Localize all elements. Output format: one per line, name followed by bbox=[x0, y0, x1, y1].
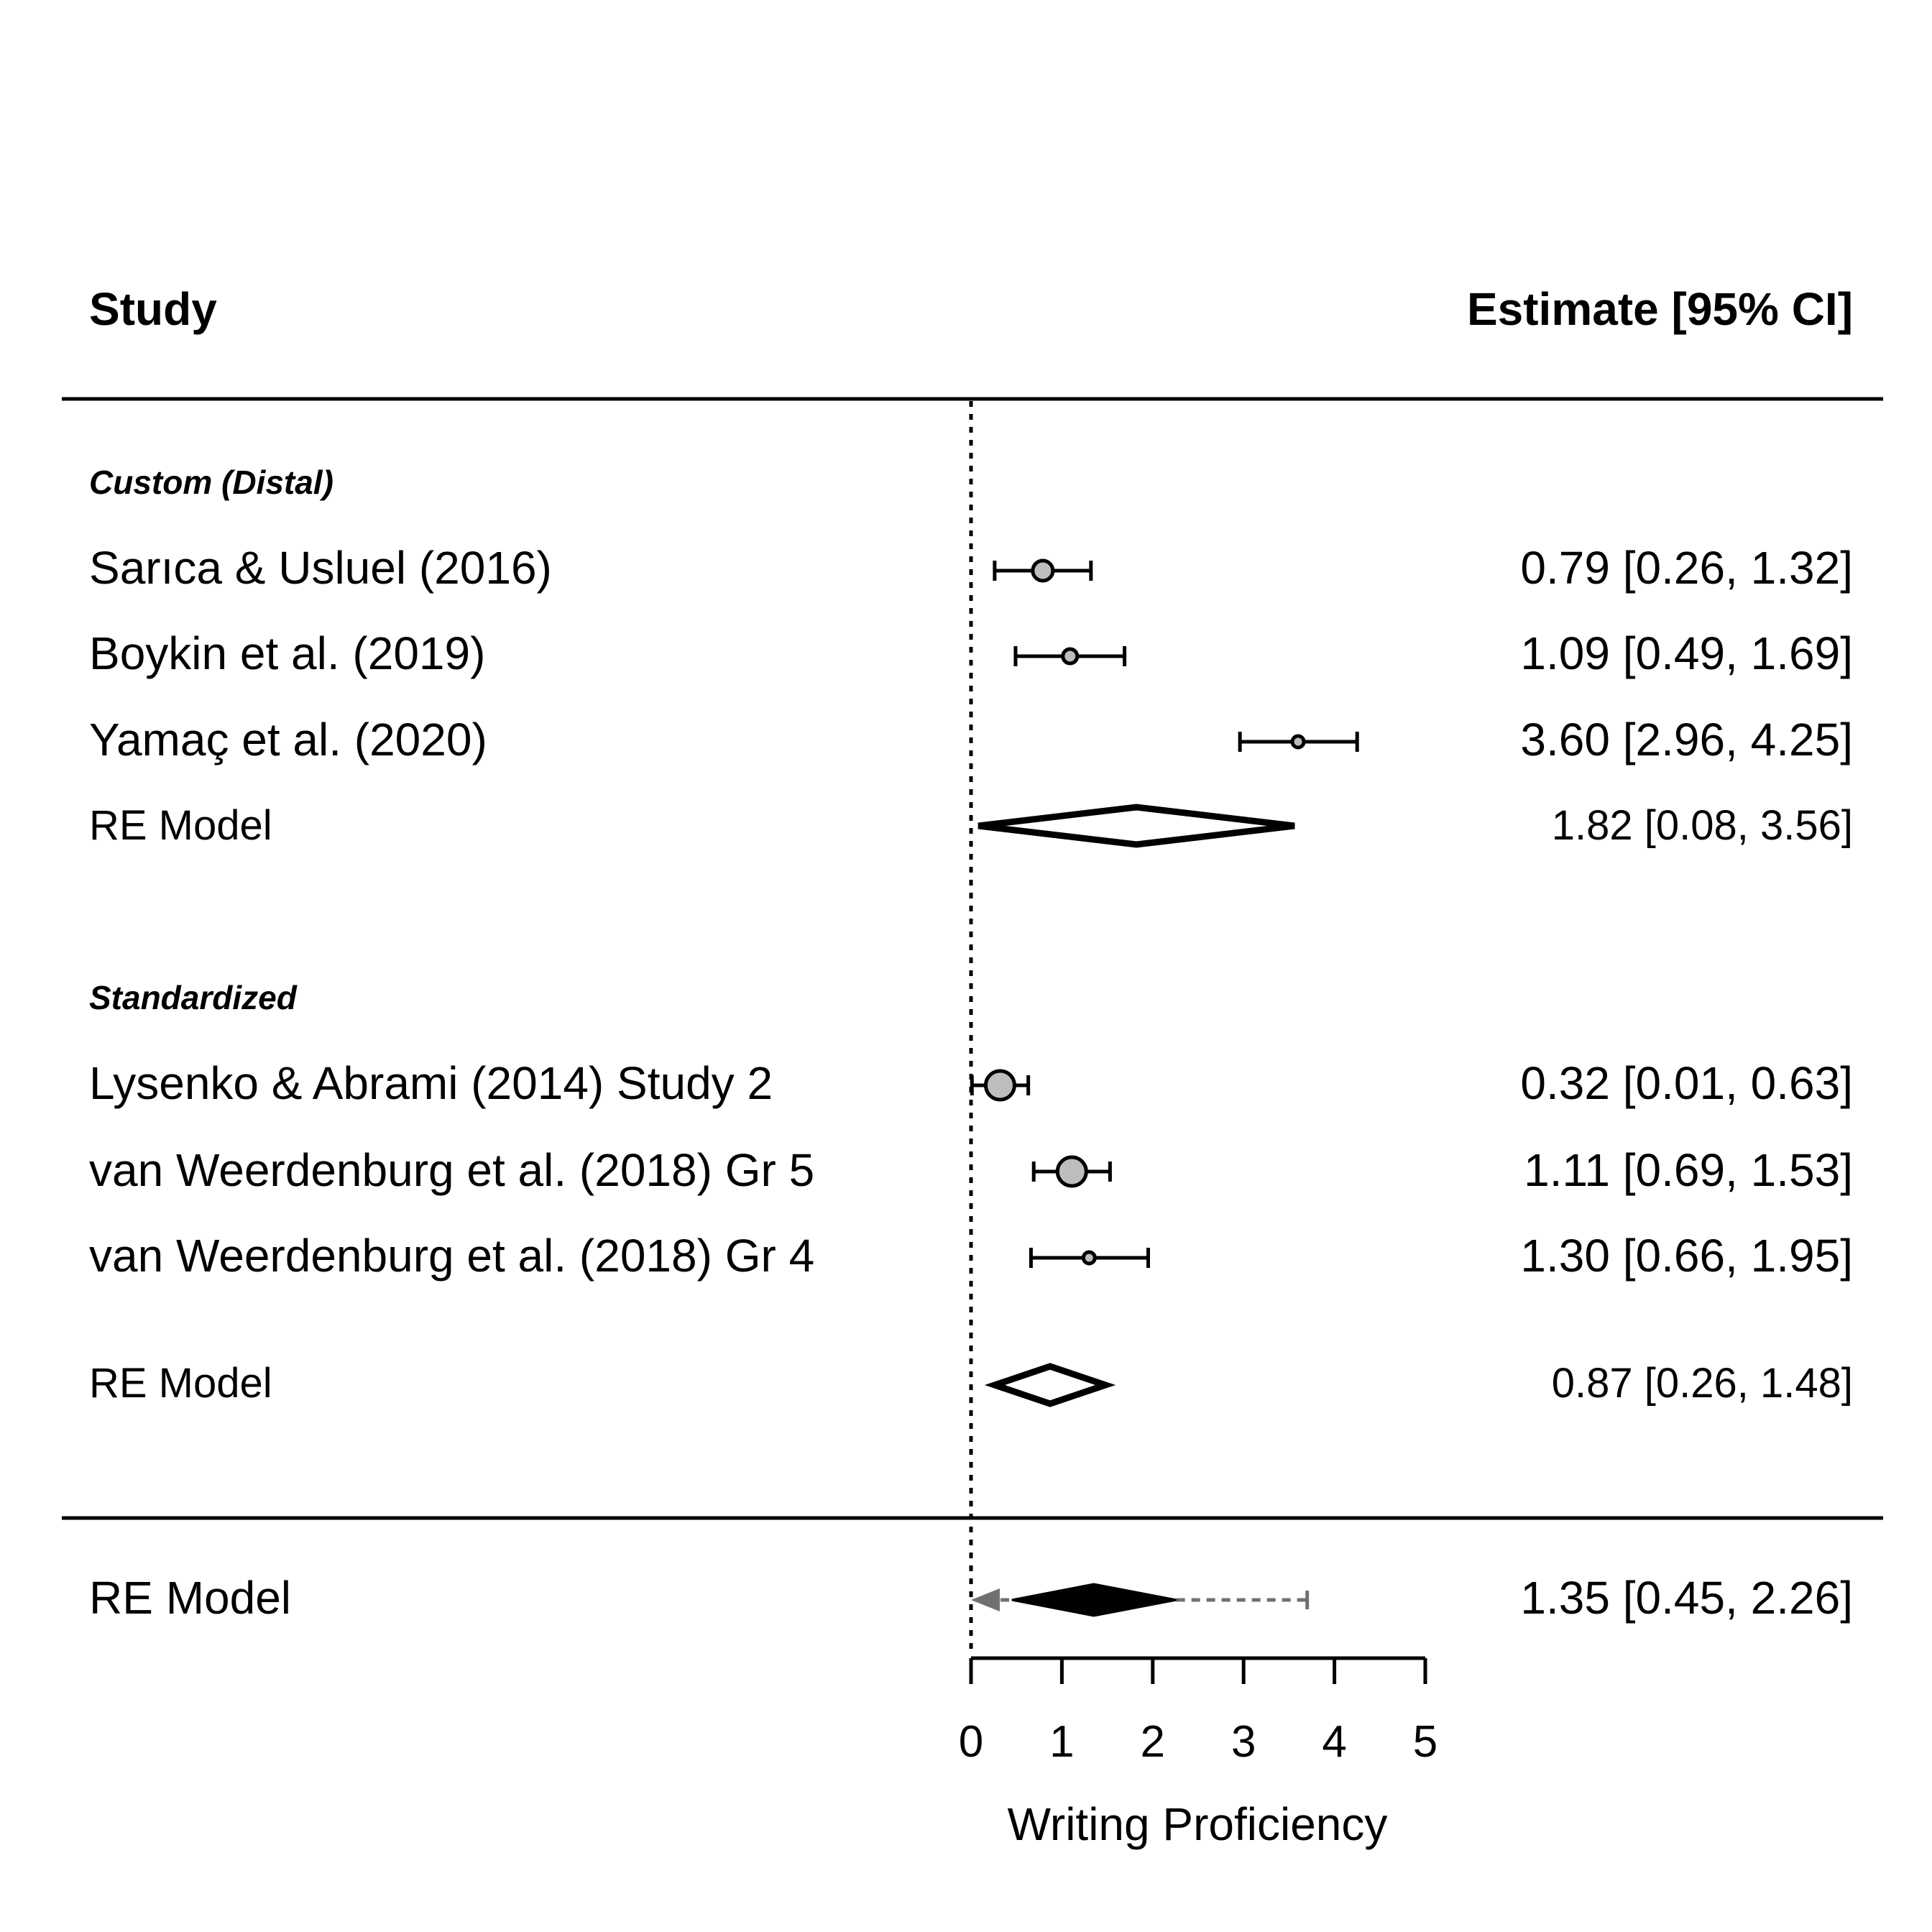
row-re-model-overall: RE Model 1.35 [0.45, 2.26] bbox=[89, 1572, 1853, 1624]
point-estimate bbox=[1081, 1250, 1097, 1266]
model-label: RE Model bbox=[89, 1360, 272, 1407]
study-label: Boykin et al. (2019) bbox=[89, 627, 485, 679]
prediction-interval-arrow bbox=[971, 1588, 1000, 1611]
group-label-custom-distal: Custom (Distal) bbox=[89, 464, 334, 501]
estimate-text: 1.09 [0.49, 1.69] bbox=[1520, 627, 1853, 679]
row-sarica-usluel-2016: Sarıca & Usluel (2016) 0.79 [0.26, 1.32] bbox=[89, 542, 1853, 594]
row-boykin-2019: Boykin et al. (2019) 1.09 [0.49, 1.69] bbox=[89, 627, 1853, 679]
overall-summary-diamond bbox=[1011, 1583, 1177, 1617]
estimate-text: 0.32 [0.01, 0.63] bbox=[1520, 1057, 1853, 1109]
point-estimate bbox=[1031, 558, 1055, 583]
x-tick-label: 2 bbox=[1141, 1717, 1165, 1767]
estimate-text: 1.35 [0.45, 2.26] bbox=[1520, 1572, 1853, 1624]
row-van-weerdenburg-gr5: van Weerdenburg et al. (2018) Gr 5 1.11 … bbox=[89, 1144, 1853, 1196]
estimate-text: 0.79 [0.26, 1.32] bbox=[1520, 542, 1853, 594]
estimate-text: 1.11 [0.69, 1.53] bbox=[1524, 1144, 1853, 1196]
study-label: Lysenko & Abrami (2014) Study 2 bbox=[89, 1057, 773, 1109]
estimate-text: 1.82 [0.08, 3.56] bbox=[1552, 802, 1853, 849]
x-axis-title: Writing Proficiency bbox=[1008, 1798, 1388, 1850]
row-re-model-standardized: RE Model 0.87 [0.26, 1.48] bbox=[89, 1360, 1853, 1407]
point-estimate bbox=[1061, 647, 1080, 666]
row-van-weerdenburg-gr4: van Weerdenburg et al. (2018) Gr 4 1.30 … bbox=[89, 1230, 1853, 1282]
estimate-text: 0.87 [0.26, 1.48] bbox=[1552, 1360, 1853, 1407]
row-yamac-2020: Yamaç et al. (2020) 3.60 [2.96, 4.25] bbox=[89, 714, 1853, 765]
group-label-standardized: Standardized bbox=[89, 979, 298, 1016]
x-tick-label: 3 bbox=[1231, 1717, 1256, 1767]
x-tick-label: 5 bbox=[1413, 1717, 1438, 1767]
plot-marks bbox=[970, 558, 1359, 1617]
estimate-text: 3.60 [2.96, 4.25] bbox=[1520, 714, 1853, 765]
point-estimate bbox=[1055, 1155, 1088, 1188]
study-label: van Weerdenburg et al. (2018) Gr 4 bbox=[89, 1230, 814, 1282]
subgroup-summary-diamond bbox=[978, 804, 1295, 848]
row-re-model-custom: RE Model 1.82 [0.08, 3.56] bbox=[89, 802, 1853, 849]
study-label: van Weerdenburg et al. (2018) Gr 5 bbox=[89, 1144, 814, 1196]
estimate-text: 1.30 [0.66, 1.95] bbox=[1520, 1230, 1853, 1282]
x-tick-label: 4 bbox=[1322, 1717, 1346, 1767]
study-column-header: Study bbox=[89, 283, 217, 335]
model-label: RE Model bbox=[89, 1572, 291, 1624]
study-label: Sarıca & Usluel (2016) bbox=[89, 542, 552, 594]
estimate-column-header: Estimate [95% CI] bbox=[1467, 283, 1853, 335]
x-tick-label: 1 bbox=[1049, 1717, 1074, 1767]
point-estimate bbox=[983, 1069, 1016, 1102]
subgroup-summary-diamond bbox=[984, 1363, 1116, 1407]
model-label: RE Model bbox=[89, 802, 272, 849]
x-axis: 0 1 2 3 4 5 bbox=[959, 1656, 1438, 1767]
row-lysenko-abrami-2014: Lysenko & Abrami (2014) Study 2 0.32 [0.… bbox=[89, 1057, 1853, 1109]
x-tick-label: 0 bbox=[959, 1717, 983, 1767]
study-label: Yamaç et al. (2020) bbox=[89, 714, 487, 765]
point-estimate bbox=[1290, 734, 1306, 750]
